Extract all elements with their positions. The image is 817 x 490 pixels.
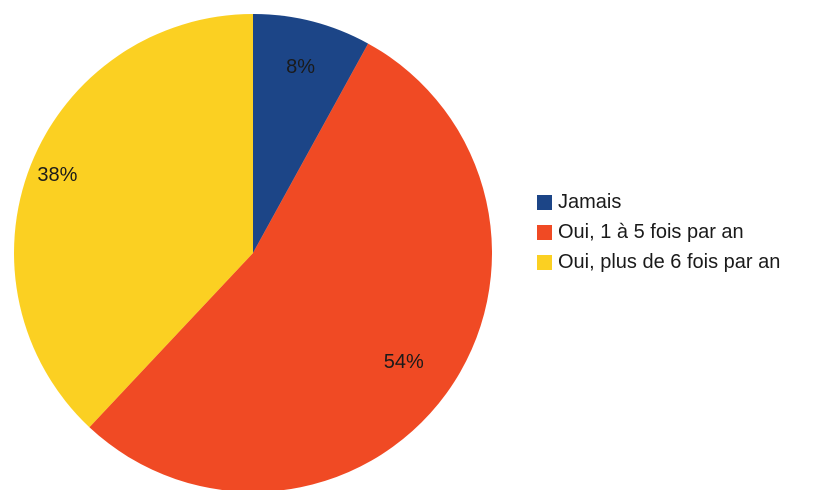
legend-swatch-jamais bbox=[537, 195, 552, 210]
legend-item-jamais: Jamais bbox=[537, 190, 807, 214]
pie-chart: 8% 54% 38% bbox=[14, 14, 492, 490]
legend-label-oui-plus-6: Oui, plus de 6 fois par an bbox=[558, 251, 781, 273]
pie-slice-1 bbox=[89, 43, 492, 490]
legend-item-oui-plus-6: Oui, plus de 6 fois par an bbox=[537, 250, 807, 274]
legend-swatch-oui-1-5 bbox=[537, 225, 552, 240]
legend-swatch-oui-plus-6 bbox=[537, 255, 552, 270]
legend-label-jamais: Jamais bbox=[558, 191, 622, 213]
pie-label-1: 54% bbox=[384, 351, 424, 373]
legend: Jamais Oui, 1 à 5 fois par an Oui, plus … bbox=[537, 190, 807, 280]
pie-slice-2 bbox=[14, 14, 254, 428]
pie-label-0: 8% bbox=[286, 56, 315, 78]
legend-item-oui-1-5: Oui, 1 à 5 fois par an bbox=[537, 220, 807, 244]
legend-label-oui-1-5: Oui, 1 à 5 fois par an bbox=[558, 221, 744, 243]
pie-label-2: 38% bbox=[37, 164, 77, 186]
pie-slice-0 bbox=[253, 14, 369, 253]
